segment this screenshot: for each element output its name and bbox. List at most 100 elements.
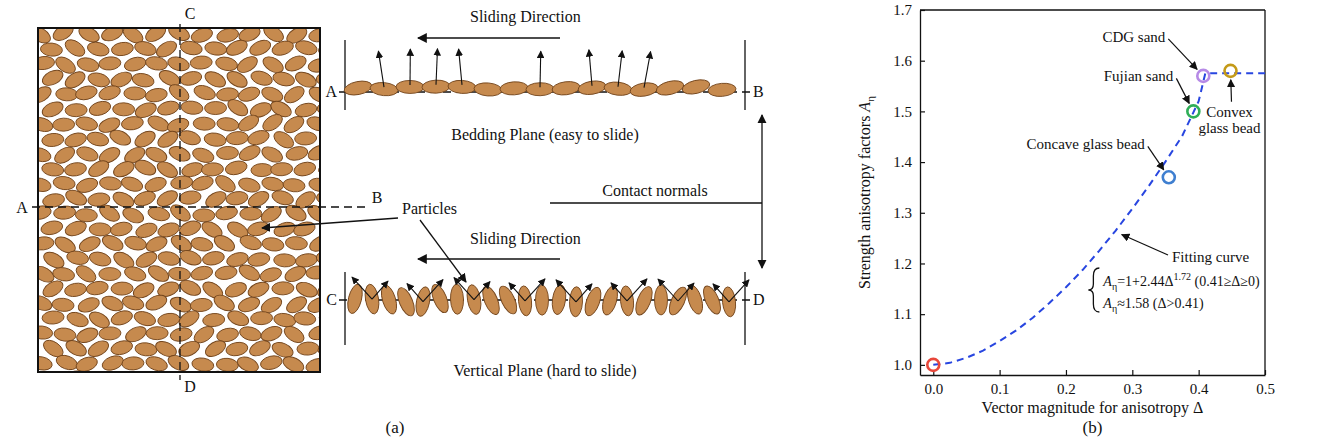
particle	[500, 81, 529, 96]
particle	[190, 264, 215, 282]
particle	[63, 187, 88, 208]
particle	[202, 312, 225, 327]
sliding-arrow	[418, 258, 560, 259]
particle	[450, 284, 464, 314]
particle	[123, 234, 147, 252]
particle	[261, 175, 285, 192]
particle	[707, 82, 736, 97]
particle	[99, 326, 122, 340]
particle	[99, 176, 122, 192]
x-axis: 0.00.10.20.30.40.5	[921, 370, 1275, 397]
point-label-arrow	[1148, 146, 1164, 170]
particle	[38, 115, 55, 134]
particle	[225, 96, 251, 119]
particle	[201, 250, 225, 267]
particle	[124, 87, 146, 101]
tick-label: 1.6	[893, 53, 912, 69]
particle	[109, 220, 133, 238]
callout-line	[262, 218, 398, 228]
particle	[248, 37, 273, 58]
tick-mark	[920, 61, 925, 62]
particle	[64, 282, 88, 299]
equation-brace	[1088, 268, 1099, 312]
equation: Aη=1+2.44Δ1.72 (0.41≥Δ≥0)	[1102, 271, 1260, 292]
particle	[655, 78, 685, 97]
particle	[632, 284, 655, 317]
tick-mark	[920, 213, 925, 214]
particle	[285, 236, 308, 251]
particle	[133, 39, 158, 57]
callout-label: Particles	[402, 200, 457, 217]
particle	[74, 84, 99, 102]
particle	[179, 69, 204, 87]
particle	[306, 142, 320, 163]
curve-label: Fitting curve	[1172, 249, 1249, 265]
particle	[272, 220, 297, 239]
particle	[394, 285, 418, 318]
data-point	[1163, 171, 1175, 183]
particle	[157, 250, 181, 267]
point-label-line: glass bead	[1198, 120, 1261, 136]
specimen-box	[38, 28, 320, 372]
contact-normal	[454, 278, 474, 300]
particle	[100, 232, 125, 253]
particle	[38, 325, 53, 340]
particle	[62, 36, 87, 59]
plane-end-label: A	[325, 83, 337, 100]
particle	[41, 132, 64, 147]
point-label-line: Convex	[1206, 104, 1253, 120]
plane: Sliding DirectionCDVertical Plane (hard …	[326, 230, 764, 380]
particle	[190, 297, 213, 312]
point-label: Fujian sand	[1104, 68, 1174, 84]
tick: 0.2	[1057, 370, 1076, 397]
particle	[179, 39, 203, 56]
plane-title: Bedding Plane (easy to slide)	[451, 126, 639, 144]
particle	[42, 310, 65, 325]
tick-mark	[920, 111, 925, 112]
particle	[193, 117, 216, 131]
particle	[293, 160, 317, 178]
particle	[86, 338, 112, 360]
particle	[123, 55, 148, 73]
tick: 1.4	[893, 154, 925, 170]
contact-normal	[618, 51, 622, 87]
equations: Aη=1+2.44Δ1.72 (0.41≥Δ≥0)Aη≈1.58 (Δ>0.41…	[1088, 268, 1260, 314]
particle	[551, 284, 568, 315]
particle	[224, 68, 250, 90]
contact-normal	[409, 49, 410, 85]
particle	[109, 338, 134, 356]
particle	[52, 266, 76, 283]
particle	[169, 326, 193, 343]
particle	[75, 144, 100, 163]
callout-line	[761, 203, 762, 268]
particle	[132, 128, 158, 150]
panel-a: ABCDSliding DirectionABBedding Plane (ea…	[16, 5, 764, 437]
particle	[156, 99, 181, 117]
particle	[308, 28, 320, 43]
point-label-arrow	[1176, 78, 1189, 103]
particle	[157, 312, 181, 328]
particle	[122, 356, 145, 370]
particle	[292, 220, 317, 239]
callout-line	[420, 220, 466, 282]
particle	[238, 325, 263, 343]
particle	[123, 264, 148, 283]
contact-normal	[644, 52, 651, 88]
particle	[237, 85, 262, 104]
tick-label: 1.1	[893, 306, 912, 322]
particle	[121, 293, 146, 312]
particle	[225, 341, 249, 358]
particle	[261, 236, 285, 252]
particle	[235, 354, 260, 372]
contact-normal	[372, 281, 388, 299]
particle	[100, 28, 125, 44]
particle	[294, 38, 319, 57]
particle	[307, 84, 320, 106]
particle	[535, 285, 548, 315]
particle	[225, 190, 249, 206]
plane-end-label: C	[326, 291, 337, 308]
plane-bound	[344, 40, 345, 110]
particle	[121, 115, 145, 131]
plot-frame	[1264, 10, 1265, 375]
callout-line	[761, 115, 762, 203]
